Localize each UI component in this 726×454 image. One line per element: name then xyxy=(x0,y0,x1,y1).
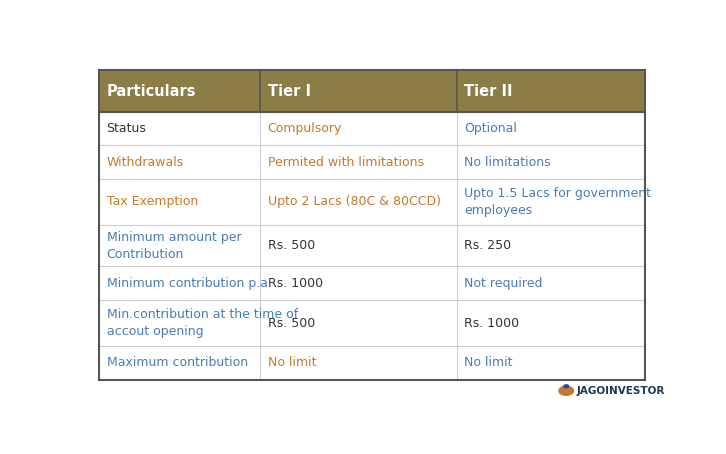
Text: Optional: Optional xyxy=(464,122,517,135)
Text: Rs. 500: Rs. 500 xyxy=(267,316,315,330)
Text: Rs. 250: Rs. 250 xyxy=(464,239,511,252)
Text: Min.contribution at the time of
accout opening: Min.contribution at the time of accout o… xyxy=(107,308,298,338)
Text: Rs. 500: Rs. 500 xyxy=(267,239,315,252)
Text: Rs. 1000: Rs. 1000 xyxy=(464,316,519,330)
Text: Not required: Not required xyxy=(464,277,542,290)
Bar xyxy=(99,346,645,380)
Text: No limit: No limit xyxy=(267,356,316,370)
Text: Tier II: Tier II xyxy=(464,84,513,99)
Text: Status: Status xyxy=(107,122,147,135)
Text: Permited with limitations: Permited with limitations xyxy=(267,156,423,168)
Bar xyxy=(99,225,645,266)
Text: JAGOINVESTOR: JAGOINVESTOR xyxy=(576,386,665,396)
Text: Upto 2 Lacs (80C & 80CCD): Upto 2 Lacs (80C & 80CCD) xyxy=(267,196,441,208)
Bar xyxy=(457,70,645,112)
Text: Compulsory: Compulsory xyxy=(267,122,342,135)
Text: No limitations: No limitations xyxy=(464,156,550,168)
Bar xyxy=(99,266,645,300)
Bar xyxy=(99,300,645,346)
Text: No limit: No limit xyxy=(464,356,513,370)
Text: Tier I: Tier I xyxy=(267,84,311,99)
Text: Minimum amount per
Contribution: Minimum amount per Contribution xyxy=(107,231,241,261)
Text: Upto 1.5 Lacs for government
employees: Upto 1.5 Lacs for government employees xyxy=(464,187,651,217)
Bar xyxy=(99,112,645,145)
Bar xyxy=(99,145,645,179)
Circle shape xyxy=(559,386,574,395)
Circle shape xyxy=(564,385,568,388)
Bar xyxy=(260,70,457,112)
Text: Rs. 1000: Rs. 1000 xyxy=(267,277,322,290)
Text: Withdrawals: Withdrawals xyxy=(107,156,184,168)
Text: Minimum contribution p.a: Minimum contribution p.a xyxy=(107,277,267,290)
Bar xyxy=(99,70,260,112)
Text: Tax Exemption: Tax Exemption xyxy=(107,196,197,208)
Text: Particulars: Particulars xyxy=(107,84,196,99)
Bar xyxy=(99,179,645,225)
Text: Maximum contribution: Maximum contribution xyxy=(107,356,248,370)
